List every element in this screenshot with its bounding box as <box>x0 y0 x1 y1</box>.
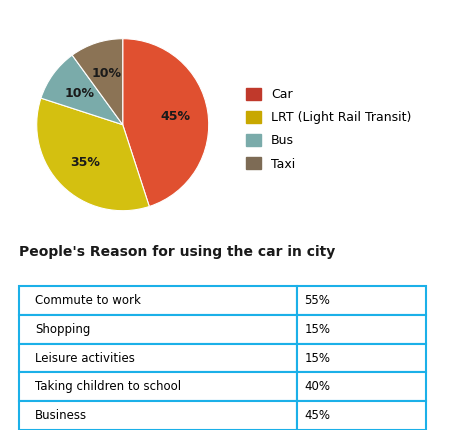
Legend: Car, LRT (Light Rail Transit), Bus, Taxi: Car, LRT (Light Rail Transit), Bus, Taxi <box>242 84 415 174</box>
Text: 10%: 10% <box>91 68 121 80</box>
Text: 35%: 35% <box>70 156 100 169</box>
Text: 45%: 45% <box>160 110 190 123</box>
Wedge shape <box>37 98 149 211</box>
Wedge shape <box>72 39 123 125</box>
Text: People's Reason for using the car in city: People's Reason for using the car in cit… <box>18 245 335 258</box>
Text: 10%: 10% <box>65 87 94 100</box>
Wedge shape <box>123 39 209 206</box>
Wedge shape <box>41 55 123 125</box>
